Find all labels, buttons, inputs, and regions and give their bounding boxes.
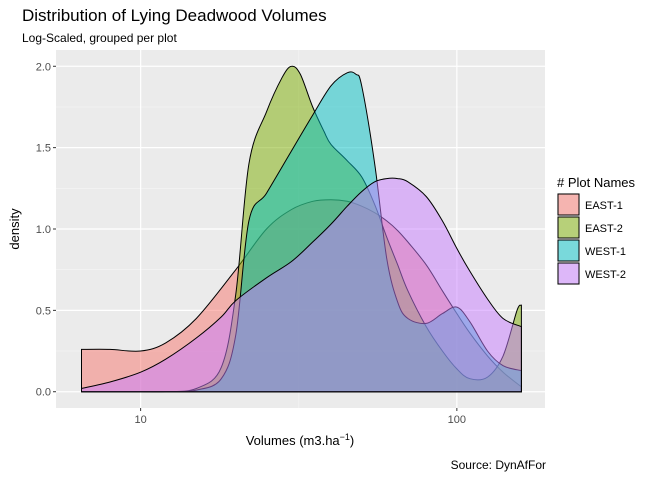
legend-key-east-1: [557, 193, 580, 216]
legend-key-east-2: [557, 216, 580, 239]
x-axis-title-suffix: ): [350, 433, 354, 448]
density-areas: [81, 65, 522, 393]
legend-title: # Plot Names: [557, 175, 636, 190]
legend-label-east-2: EAST-2: [585, 223, 623, 235]
y-tick-label: 0.5: [36, 305, 51, 317]
chart-caption: Source: DynAfFor: [450, 458, 546, 472]
x-axis-title-main: Volumes (m3.ha: [246, 433, 341, 448]
chart-title: Distribution of Lying Deadwood Volumes: [22, 6, 327, 25]
chart-subtitle: Log-Scaled, grouped per plot: [22, 31, 177, 45]
y-tick-label: 1.5: [36, 143, 51, 155]
y-tick-label: 1.0: [36, 224, 51, 236]
density-area-west-2: [81, 177, 522, 393]
x-axis: 10 100: [134, 408, 466, 426]
legend-key-west-2: [557, 262, 580, 285]
x-axis-title-exponent: −1: [340, 432, 350, 442]
legend-key-west-1: [557, 239, 580, 262]
y-tick-label: 2.0: [36, 61, 51, 73]
legend: EAST-1 EAST-2 WEST-1 WEST-2: [557, 193, 626, 285]
legend-label-west-1: WEST-1: [585, 246, 626, 258]
legend-label-west-2: WEST-2: [585, 269, 626, 281]
y-axis: 0.0 0.5 1.0 1.5 2.0: [36, 61, 56, 399]
x-tick-label: 10: [134, 414, 146, 426]
y-tick-label: 0.0: [36, 387, 51, 399]
x-axis-title: Volumes (m3.ha−1): [246, 432, 355, 448]
x-tick-label: 100: [448, 414, 466, 426]
legend-label-east-1: EAST-1: [585, 200, 623, 212]
y-axis-title: density: [7, 208, 22, 250]
